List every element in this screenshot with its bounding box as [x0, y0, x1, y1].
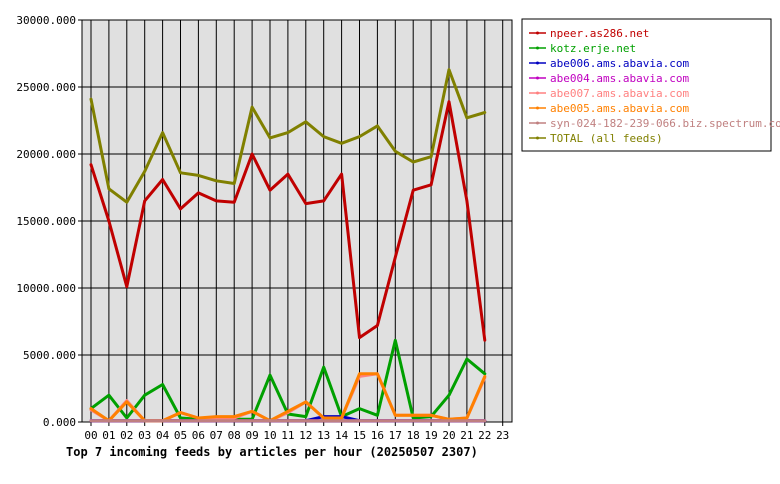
legend-label: abe004.ams.abavia.com [550, 72, 689, 85]
legend-label: npeer.as286.net [550, 27, 649, 40]
x-tick-label: 09 [245, 429, 258, 442]
x-tick-label: 15 [353, 429, 366, 442]
legend-box [521, 18, 772, 152]
x-tick-label: 18 [407, 429, 420, 442]
legend-label: syn-024-182-239-066.biz.spectrum.com [550, 117, 780, 130]
legend-label: abe007.ams.abavia.com [550, 87, 689, 100]
legend-marker [536, 31, 539, 35]
legend-label: TOTAL (all feeds) [550, 132, 663, 145]
x-tick-label: 10 [263, 429, 276, 442]
x-tick-label: 01 [102, 429, 115, 442]
x-tick-label: 02 [120, 429, 133, 442]
x-tick-label: 21 [460, 429, 473, 442]
legend-label: abe006.ams.abavia.com [550, 57, 689, 70]
x-tick-label: 00 [84, 429, 97, 442]
x-tick-label: 13 [317, 429, 330, 442]
legend-marker [536, 61, 539, 65]
x-tick-label: 03 [138, 429, 151, 442]
y-tick-label: 25000.000 [16, 81, 76, 94]
x-tick-label: 23 [496, 429, 509, 442]
x-tick-label: 06 [192, 429, 205, 442]
x-tick-label: 19 [424, 429, 437, 442]
chart-title: Top 7 incoming feeds by articles per hou… [66, 445, 478, 459]
series-line-total-all-feeds [89, 68, 487, 204]
x-axis-ticks: 00 01 02 03 04 05 06 07 08 09 10 11 12 13 14 15 16 17 18 19… [84, 422, 509, 442]
x-tick-label: 16 [371, 429, 384, 442]
legend-label: kotz.erje.net [550, 42, 636, 55]
x-tick-label: 11 [281, 429, 294, 442]
x-tick-label: 05 [174, 429, 187, 442]
legend-label: abe005.ams.abavia.com [550, 102, 689, 115]
y-tick-label: 0.000 [43, 416, 76, 429]
y-tick-label: 30000.000 [16, 14, 76, 27]
x-tick-label: 07 [210, 429, 223, 442]
legend-marker [536, 46, 539, 50]
series-line-npeer-as286-net [89, 100, 487, 342]
y-axis-ticks: 0.000 5000.000 10000.000 15000.000 20000.000… [16, 14, 82, 429]
x-tick-label: 20 [442, 429, 455, 442]
y-tick-label: 5000.000 [23, 349, 76, 362]
legend-marker [536, 121, 539, 125]
x-tick-label: 14 [335, 429, 349, 442]
legend-marker [536, 106, 539, 110]
y-tick-label: 20000.000 [16, 148, 76, 161]
legend-marker [536, 91, 539, 95]
x-tick-label: 12 [299, 429, 312, 442]
y-tick-label: 10000.000 [16, 282, 76, 295]
legend-marker [536, 76, 539, 80]
y-tick-label: 15000.000 [16, 215, 76, 228]
x-tick-label: 17 [389, 429, 402, 442]
series-lines [89, 68, 487, 423]
x-tick-label: 08 [228, 429, 241, 442]
x-tick-label: 22 [478, 429, 491, 442]
legend: npeer.as286.net kotz.erje.net abe006.ams.a… [521, 18, 780, 152]
x-tick-label: 04 [156, 429, 170, 442]
legend-marker [536, 136, 539, 140]
